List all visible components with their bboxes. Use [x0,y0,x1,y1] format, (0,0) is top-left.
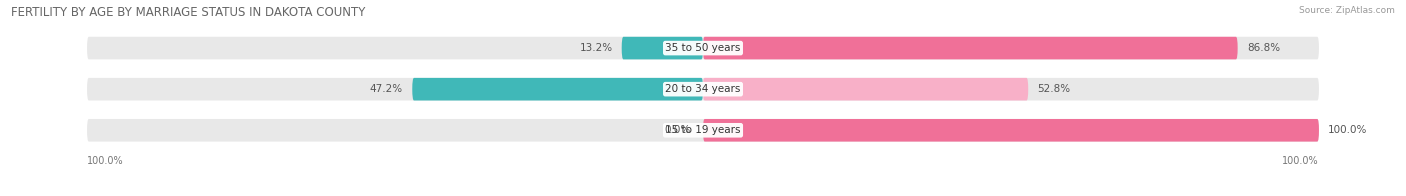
Text: 100.0%: 100.0% [1329,125,1368,135]
Text: 15 to 19 years: 15 to 19 years [665,125,741,135]
Text: 35 to 50 years: 35 to 50 years [665,43,741,53]
Text: 20 to 34 years: 20 to 34 years [665,84,741,94]
Text: 52.8%: 52.8% [1038,84,1070,94]
FancyBboxPatch shape [703,37,1237,59]
Text: 47.2%: 47.2% [370,84,404,94]
Text: 100.0%: 100.0% [87,156,124,166]
FancyBboxPatch shape [87,37,1319,59]
FancyBboxPatch shape [87,78,1319,101]
Text: 100.0%: 100.0% [1282,156,1319,166]
FancyBboxPatch shape [703,78,1028,101]
Text: Source: ZipAtlas.com: Source: ZipAtlas.com [1299,6,1395,15]
FancyBboxPatch shape [412,78,703,101]
Text: 0.0%: 0.0% [665,125,690,135]
FancyBboxPatch shape [703,119,1319,142]
FancyBboxPatch shape [621,37,703,59]
Text: 13.2%: 13.2% [579,43,613,53]
Text: 86.8%: 86.8% [1247,43,1279,53]
Text: FERTILITY BY AGE BY MARRIAGE STATUS IN DAKOTA COUNTY: FERTILITY BY AGE BY MARRIAGE STATUS IN D… [11,6,366,19]
FancyBboxPatch shape [87,119,1319,142]
